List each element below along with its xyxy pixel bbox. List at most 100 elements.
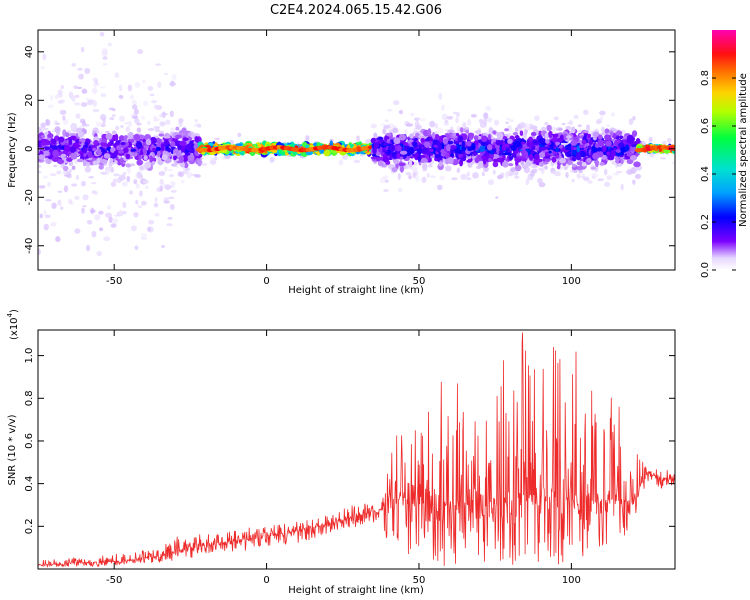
heat-cell: [197, 158, 202, 167]
heat-cell: [563, 165, 568, 171]
heat-cell: [587, 133, 591, 138]
heat-cell: [421, 176, 427, 183]
heat-cell: [559, 144, 563, 149]
heat-cell: [117, 150, 125, 154]
heat-cell: [62, 170, 68, 175]
heat-cell: [174, 134, 182, 139]
heat-cell: [99, 86, 106, 89]
heat-cell: [413, 161, 418, 166]
heat-cell: [60, 206, 64, 210]
heat-cell: [80, 180, 86, 187]
heat-cell: [62, 165, 69, 172]
heat-cell: [544, 151, 549, 157]
heat-cell: [127, 167, 131, 175]
heat-cell: [122, 201, 127, 209]
heat-cell: [536, 177, 543, 184]
heat-cell: [356, 136, 360, 143]
x-tick-label: 0: [263, 575, 269, 586]
heat-cell: [619, 135, 624, 140]
heat-cell: [443, 138, 449, 145]
heat-cell: [41, 66, 45, 69]
heat-cell: [404, 146, 408, 151]
heat-cell: [498, 150, 503, 155]
heat-cell: [459, 159, 464, 167]
heat-cell: [524, 151, 529, 159]
heat-cell: [457, 135, 464, 143]
heat-cell: [429, 137, 433, 142]
heat-cell: [145, 185, 149, 189]
heat-cell: [384, 179, 389, 183]
heat-cell: [406, 123, 414, 127]
heat-cell: [83, 152, 87, 157]
heat-cell: [130, 225, 137, 232]
heat-cell: [123, 135, 129, 142]
heat-cell: [526, 140, 531, 147]
heat-cell: [74, 228, 81, 234]
heat-cell: [49, 173, 57, 176]
heat-cell: [153, 104, 158, 110]
heat-cell: [182, 169, 188, 175]
heat-cell: [438, 161, 443, 167]
heat-cell: [185, 143, 193, 152]
heat-cell: [194, 174, 201, 178]
heat-cell: [130, 163, 135, 167]
heat-cell: [571, 178, 575, 183]
heat-cell: [483, 166, 489, 172]
heat-cell: [615, 130, 623, 136]
heat-cell: [125, 153, 131, 160]
heat-cell: [159, 121, 166, 127]
heat-cell: [59, 109, 67, 115]
heat-cell: [213, 156, 218, 161]
heat-cell: [573, 114, 579, 119]
heat-cell: [70, 95, 76, 101]
heat-cell: [338, 159, 344, 166]
heat-cell: [428, 158, 432, 162]
heat-cell: [607, 155, 615, 161]
heat-cell: [163, 183, 167, 189]
heat-cell: [173, 155, 177, 161]
heat-cell: [510, 144, 517, 152]
heat-cell: [134, 118, 140, 124]
heat-cell: [182, 137, 189, 142]
heat-cell: [194, 136, 199, 143]
heat-cell: [122, 171, 127, 176]
heat-cell: [113, 173, 120, 177]
heat-cell: [496, 146, 500, 155]
heat-cell: [101, 48, 108, 52]
heat-cell: [479, 122, 487, 128]
heat-cell: [575, 150, 582, 154]
heat-cell: [136, 127, 142, 133]
colorbar-tick-label: 0.2: [700, 214, 711, 230]
x-tick-label: -50: [106, 276, 122, 287]
heat-cell: [508, 163, 514, 167]
heat-cell: [495, 196, 499, 200]
heat-cell: [146, 226, 152, 232]
heat-cell: [414, 120, 420, 128]
heat-cell: [163, 135, 171, 139]
heat-cell: [44, 142, 51, 146]
heat-cell: [450, 153, 454, 157]
heat-cell: [525, 159, 533, 167]
heat-cell: [122, 181, 128, 187]
heat-cell: [620, 158, 624, 165]
heat-cell: [94, 214, 101, 221]
heat-cell: [118, 115, 125, 122]
heat-cell: [90, 209, 96, 213]
colorbar-tick-label: 0.8: [700, 70, 711, 86]
heat-cell: [550, 167, 556, 174]
heat-cell: [597, 178, 605, 182]
heat-cell: [455, 116, 459, 124]
heat-cell: [384, 119, 389, 122]
heat-cell: [278, 148, 283, 155]
spectrogram-heatmap: [38, 30, 675, 257]
heat-cell: [507, 138, 513, 144]
colorbar-tick-label: 0.4: [700, 166, 711, 182]
heat-cell: [444, 165, 452, 172]
heat-cell: [541, 142, 547, 146]
heat-cell: [110, 181, 117, 187]
spectrogram-panel: -50 0 50 100 -40 -20 0 20 40 Height of straight …: [7, 29, 676, 296]
heat-cell: [615, 156, 620, 164]
heat-cell: [583, 109, 589, 115]
heat-cell: [161, 153, 168, 161]
heat-cell: [460, 173, 467, 180]
